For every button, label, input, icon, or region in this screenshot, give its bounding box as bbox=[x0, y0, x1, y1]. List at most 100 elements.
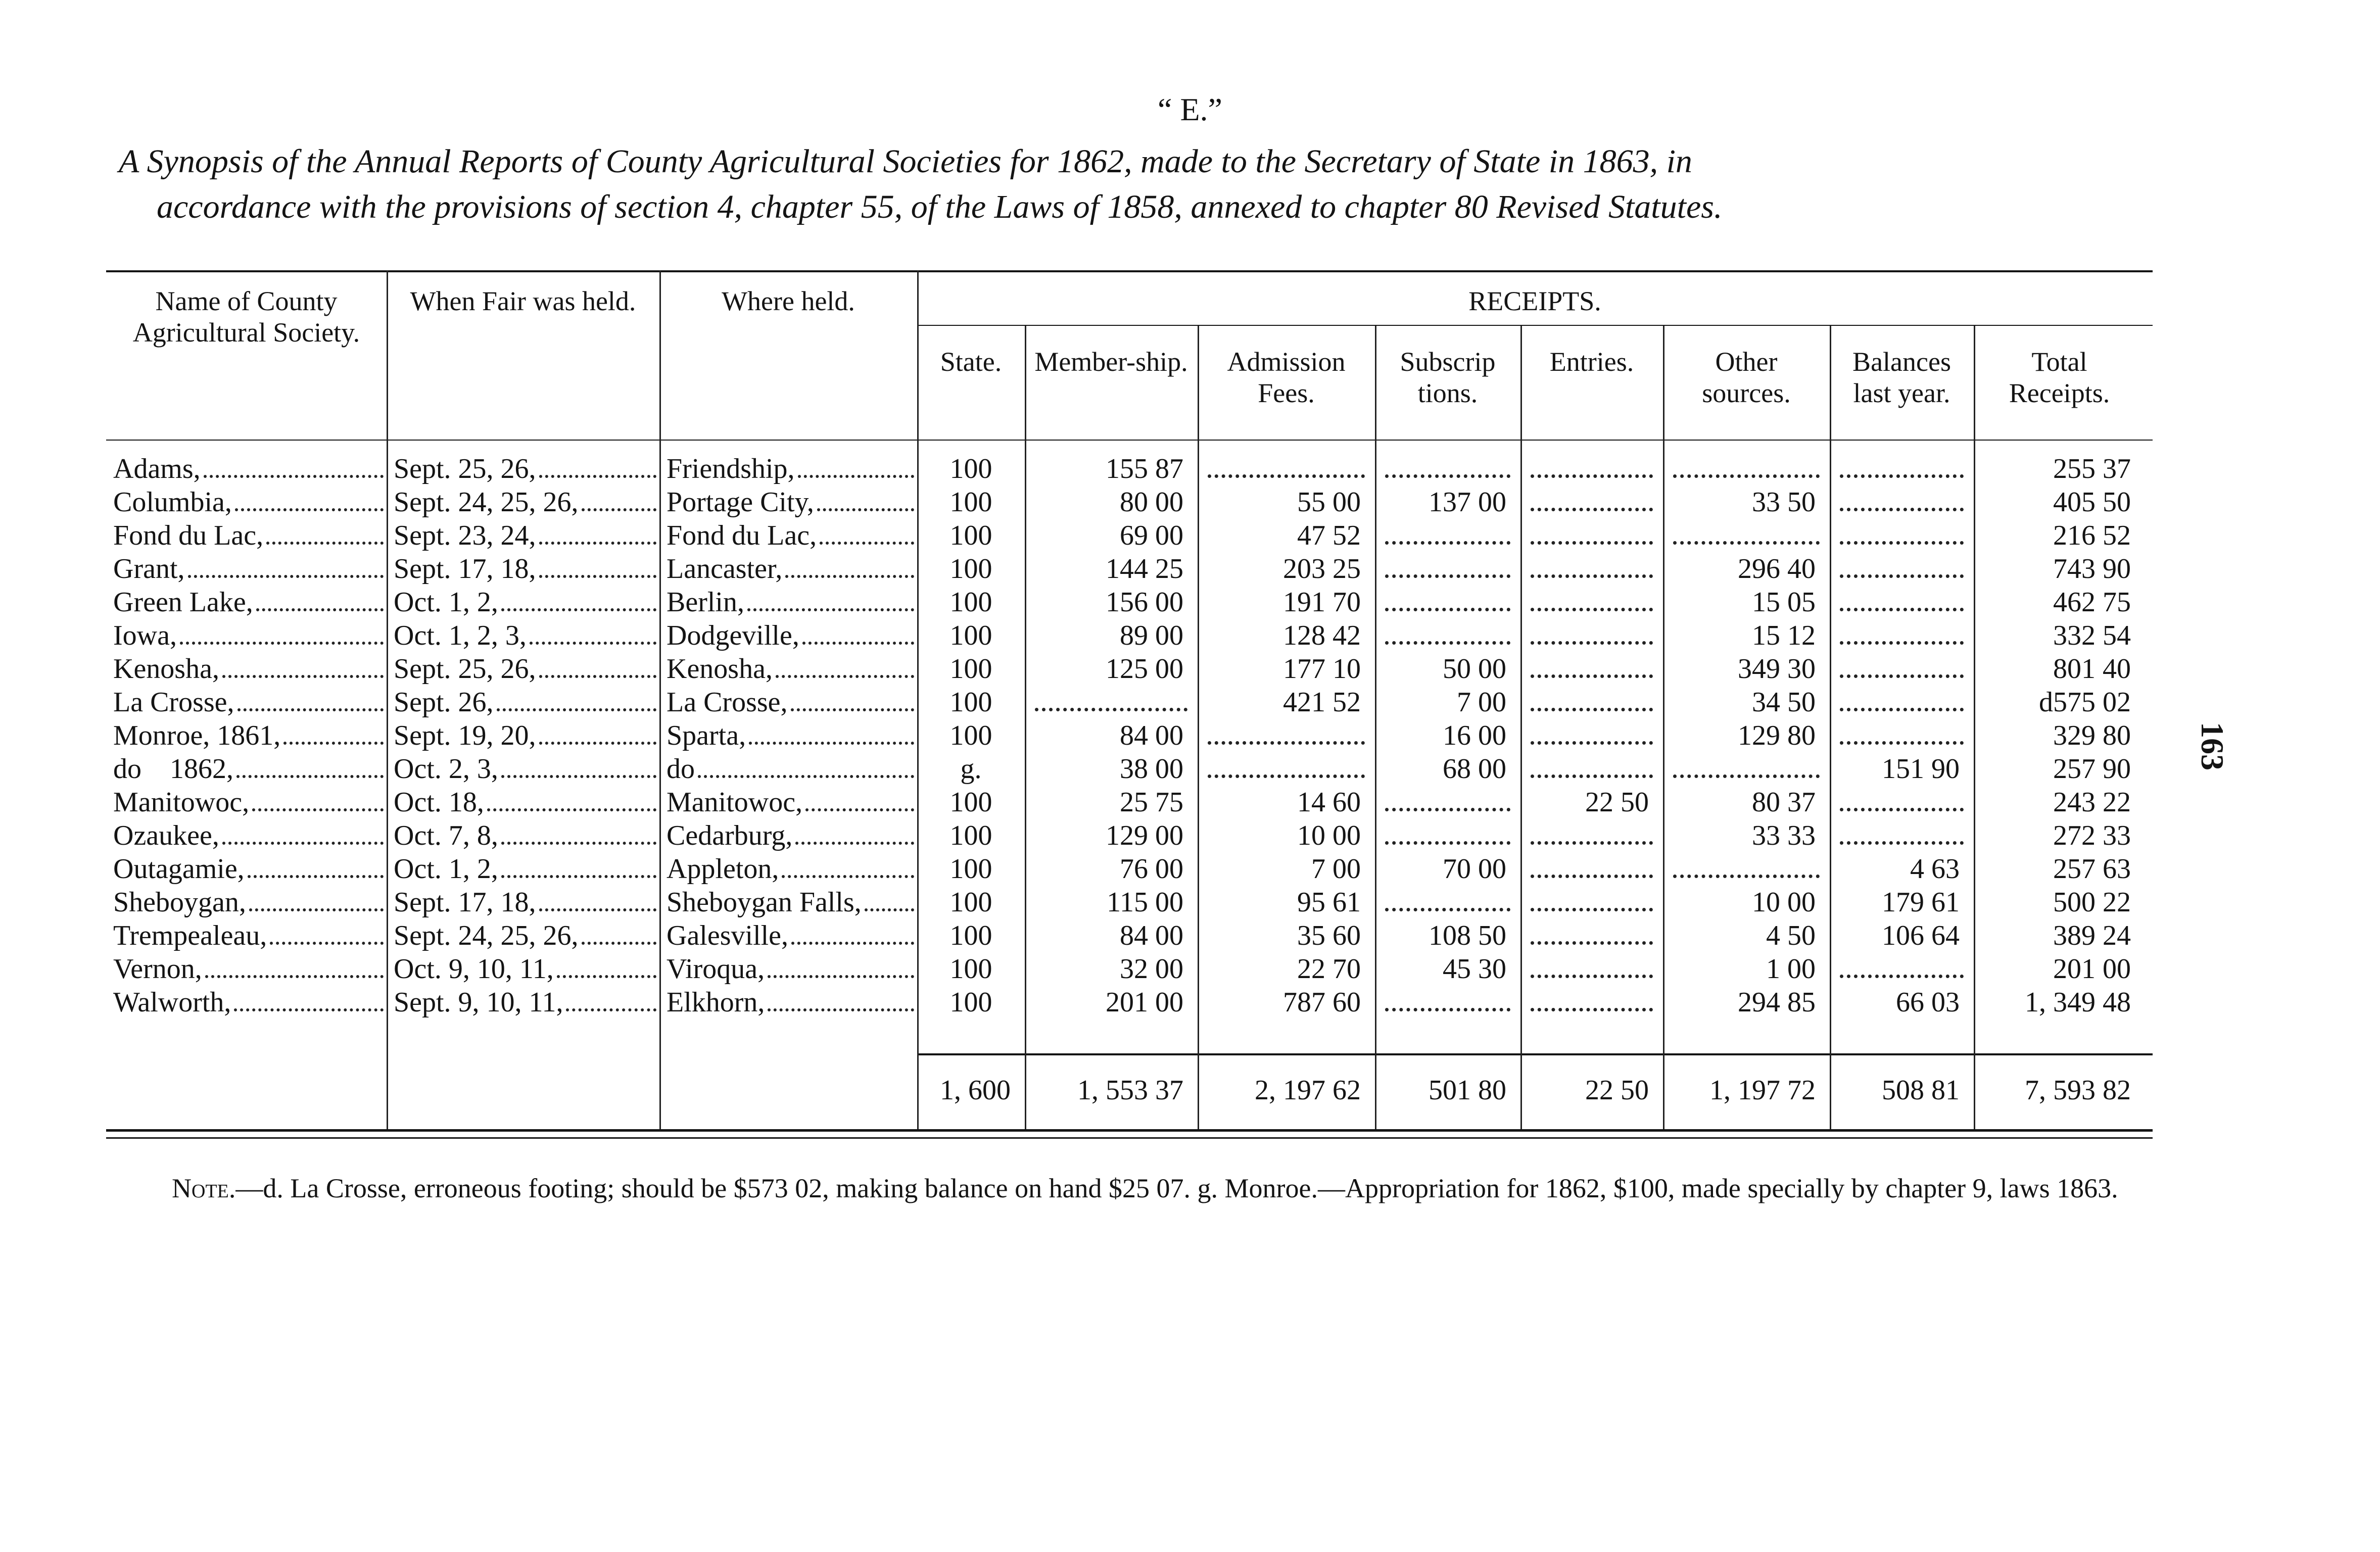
table-cell: 329 80 bbox=[2053, 720, 2131, 751]
table-cell: 108 50 bbox=[1429, 920, 1506, 951]
empty-cell bbox=[1198, 719, 1375, 752]
dot-leader bbox=[539, 575, 656, 578]
table-cell: 100 bbox=[949, 453, 992, 484]
total-cell: 508 81 bbox=[1882, 1075, 1960, 1106]
table-cell: 4 50 bbox=[1766, 920, 1816, 951]
cell-text: Berlin, bbox=[667, 587, 744, 618]
table-cell: 89 00 bbox=[1120, 620, 1183, 651]
dot-leader bbox=[222, 842, 384, 845]
dot-leader bbox=[252, 808, 384, 811]
cell-text: Cedarburg, bbox=[667, 820, 793, 851]
empty-cell bbox=[1520, 919, 1663, 952]
table-cell: 243 22 bbox=[2053, 787, 2131, 818]
dot-leader bbox=[270, 942, 384, 945]
cell-text: Sept. 9, 10, 11, bbox=[394, 987, 563, 1018]
empty-cell bbox=[1375, 886, 1520, 919]
empty-cell bbox=[1520, 652, 1663, 686]
table-bottom-rule-2 bbox=[106, 1137, 2153, 1139]
empty-cell bbox=[1375, 786, 1520, 819]
empty-cell bbox=[1375, 586, 1520, 619]
cell-text: La Crosse, bbox=[667, 687, 788, 718]
table-cell: 15 12 bbox=[1752, 620, 1816, 651]
table-cell: Oct. 9, 10, 11, bbox=[387, 952, 659, 986]
header-entries: Entries. bbox=[1549, 347, 1634, 377]
table-cell: Sept. 9, 10, 11, bbox=[387, 986, 659, 1019]
table-cell: 33 50 bbox=[1752, 487, 1816, 518]
cell-text: Sheboygan, bbox=[113, 887, 246, 918]
dot-leader bbox=[234, 508, 384, 511]
cell-text: Monroe, 1861, bbox=[113, 720, 281, 751]
total-cell: 1, 197 72 bbox=[1709, 1075, 1816, 1106]
table-cell: Berlin, bbox=[659, 586, 917, 619]
table-cell: Oct. 18, bbox=[387, 786, 659, 819]
table-cell: 100 bbox=[949, 953, 992, 985]
empty-cell bbox=[1520, 586, 1663, 619]
empty-cell bbox=[1830, 819, 1974, 852]
table-cell: 137 00 bbox=[1429, 487, 1506, 518]
dot-leader bbox=[187, 575, 384, 578]
dot-leader bbox=[1531, 608, 1653, 611]
header-admission: Admission Fees. bbox=[1227, 347, 1346, 408]
table-cell: Appleton, bbox=[659, 852, 917, 886]
column-divider bbox=[387, 270, 388, 1129]
dot-leader bbox=[1840, 641, 1964, 645]
dot-leader bbox=[1531, 875, 1653, 878]
table-cell: 129 00 bbox=[1106, 820, 1183, 851]
dot-leader bbox=[1531, 774, 1653, 778]
table-cell: Oct. 1, 2, bbox=[387, 586, 659, 619]
cell-text: Fond du Lac, bbox=[113, 520, 264, 551]
dot-leader bbox=[581, 508, 656, 511]
column-divider bbox=[917, 270, 919, 1129]
dot-leader bbox=[1673, 875, 1820, 878]
table-cell: 100 bbox=[949, 920, 992, 951]
table-cell: 84 00 bbox=[1120, 920, 1183, 951]
cell-text: Vernon, bbox=[113, 953, 202, 985]
header-balances: Balances last year. bbox=[1852, 347, 1951, 408]
table-cell: 35 60 bbox=[1297, 920, 1361, 951]
dot-leader bbox=[556, 975, 656, 978]
dot-leader bbox=[1385, 1008, 1510, 1011]
empty-cell bbox=[1375, 519, 1520, 552]
table-cell: 191 70 bbox=[1283, 587, 1361, 618]
table-cell: 66 03 bbox=[1896, 987, 1960, 1018]
dot-leader bbox=[539, 908, 656, 911]
table-cell: 38 00 bbox=[1120, 753, 1183, 785]
table-cell: 179 61 bbox=[1882, 887, 1960, 918]
empty-cell bbox=[1830, 686, 1974, 719]
table-cell: 1, 349 48 bbox=[2025, 987, 2131, 1018]
empty-cell bbox=[1663, 452, 1830, 486]
dot-leader bbox=[222, 675, 384, 678]
note-text: —d. La Crosse, erroneous footing; should… bbox=[235, 1173, 2118, 1203]
table-cell: 257 90 bbox=[2053, 753, 2131, 785]
table-cell: 10 00 bbox=[1752, 887, 1816, 918]
dot-leader bbox=[1385, 641, 1510, 645]
table-cell: 272 33 bbox=[2053, 820, 2131, 851]
table-cell: do bbox=[659, 752, 917, 786]
dot-leader bbox=[864, 908, 914, 911]
dot-leader bbox=[747, 608, 914, 611]
cell-text: Columbia, bbox=[113, 487, 232, 518]
table-cell: 128 42 bbox=[1283, 620, 1361, 651]
dot-leader bbox=[1673, 541, 1820, 545]
table-cell: 69 00 bbox=[1120, 520, 1183, 551]
synopsis-title-line1: A Synopsis of the Annual Reports of Coun… bbox=[119, 143, 1692, 180]
cell-text: Galesville, bbox=[667, 920, 789, 951]
dot-leader bbox=[236, 775, 384, 778]
table-cell: 33 33 bbox=[1752, 820, 1816, 851]
table-cell: Sept. 19, 20, bbox=[387, 719, 659, 752]
table-cell: 100 bbox=[949, 787, 992, 818]
table-cell: 100 bbox=[949, 520, 992, 551]
dot-leader bbox=[529, 642, 656, 645]
empty-cell bbox=[1830, 619, 1974, 652]
table-cell: Elkhorn, bbox=[659, 986, 917, 1019]
table-cell: 296 40 bbox=[1738, 553, 1816, 585]
table-cell: 45 30 bbox=[1443, 953, 1506, 985]
header-state: State. bbox=[940, 347, 1002, 377]
empty-cell bbox=[1520, 552, 1663, 586]
table-cell: Oct. 1, 2, bbox=[387, 852, 659, 886]
table-cell: 389 24 bbox=[2053, 920, 2131, 951]
table-cell: 144 25 bbox=[1106, 553, 1183, 585]
dot-leader bbox=[1035, 708, 1187, 711]
table-cell: La Crosse, bbox=[659, 686, 917, 719]
dot-leader bbox=[179, 642, 384, 645]
